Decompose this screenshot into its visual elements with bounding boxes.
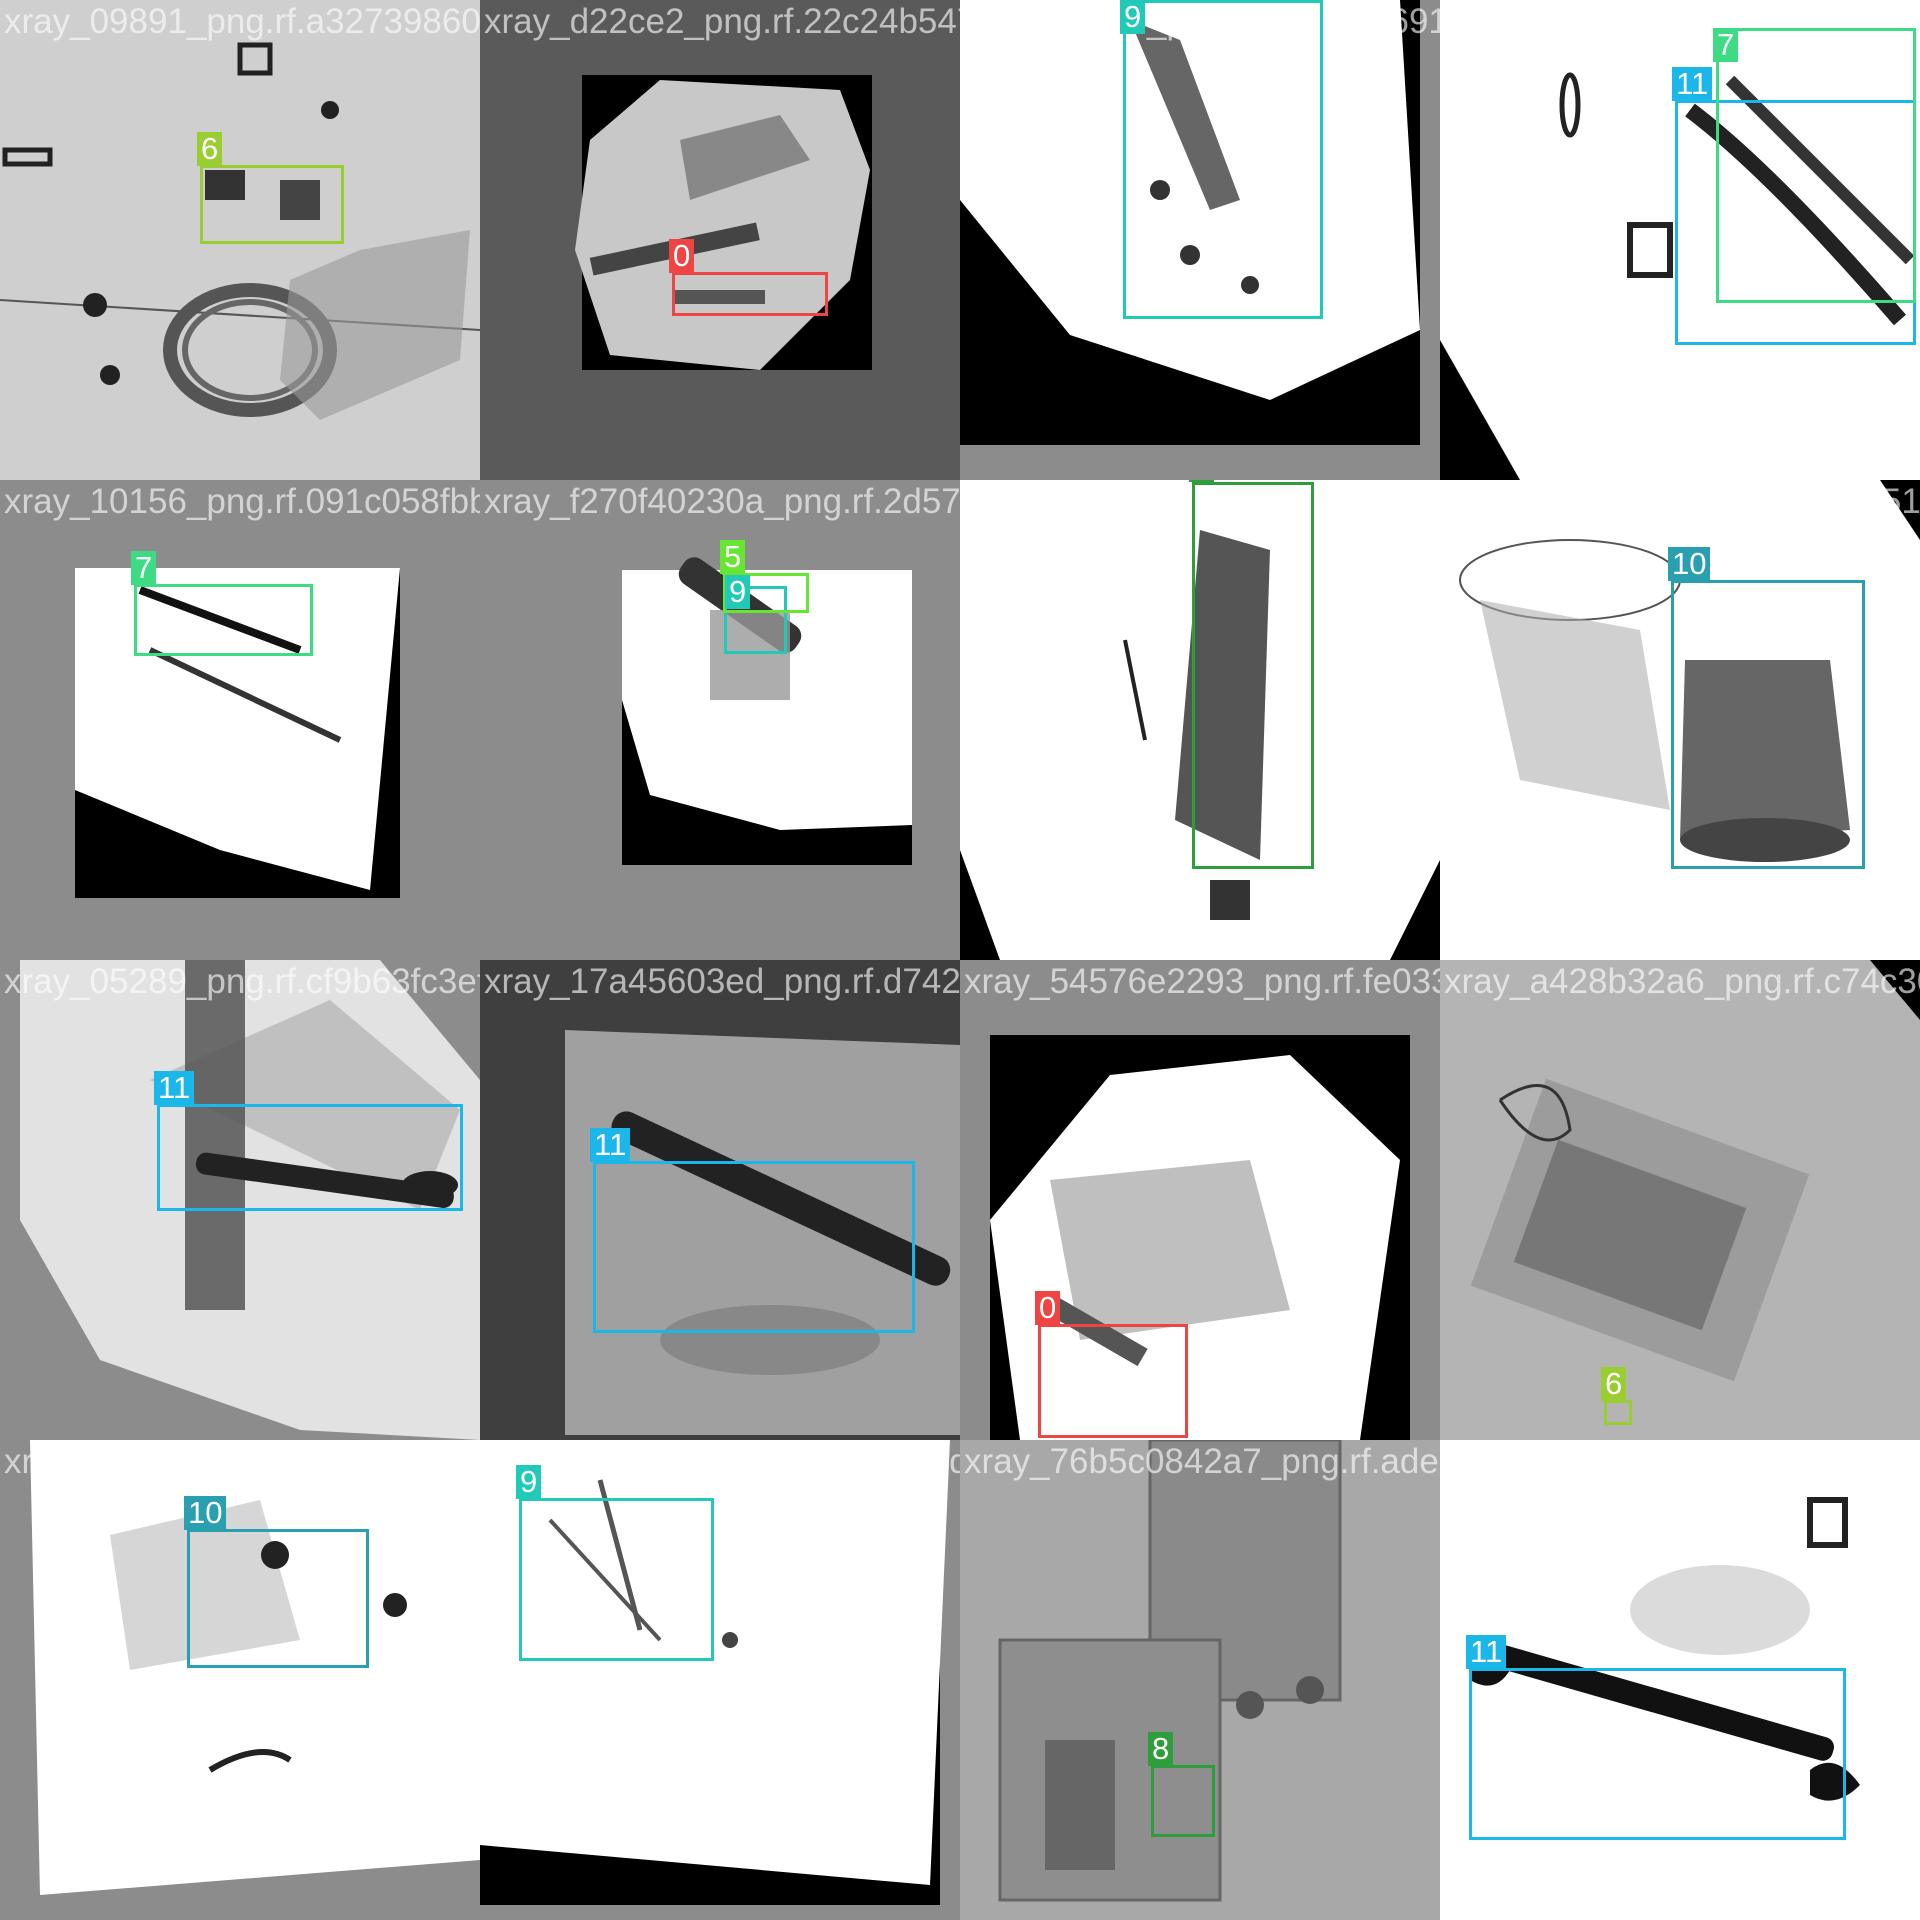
class-label: 7 — [1713, 28, 1739, 62]
xray-tile: xray_10156_png.rf.091c058fbb7fe70f40230a… — [0, 480, 480, 960]
class-label: 9 — [516, 1465, 542, 1499]
xray-image — [960, 960, 1440, 1440]
xray-tile: xray_15145_png.rf.6d124d62c8827b96 10 — [0, 1440, 480, 1920]
xray-image — [0, 0, 480, 480]
bounding-box — [672, 272, 828, 316]
bounding-box — [1038, 1324, 1188, 1438]
bounding-box — [724, 586, 787, 654]
bounding-box — [1604, 1400, 1632, 1425]
class-label: 10 — [184, 1496, 227, 1530]
class-label: 6 — [197, 132, 223, 166]
image-filename: xray_f270f40230a_png.rf.2d57b19f40511628… — [484, 482, 960, 521]
xray-tile: xray_17a45603ed_png.rf.d7423bf5488054576… — [480, 960, 960, 1440]
bounding-box — [157, 1104, 463, 1211]
bounding-box — [593, 1161, 915, 1333]
xray-tile: xray_f270f40230a_png.rf.2d57b19f40511628… — [480, 480, 960, 960]
xray-tile: xray_1287d8f48_png.rf.7b9cfbb 11 7 — [1440, 0, 1920, 480]
class-label: 6 — [1601, 1367, 1627, 1401]
xray-tile: xray_05289_png.rf.cf9b63fc3efa17a4560 3e… — [0, 960, 480, 1440]
xray-image — [960, 1440, 1440, 1920]
bounding-box — [134, 584, 313, 656]
xray-tile: xray_a428b32a6_png.rf.c74c3041 6 — [1440, 960, 1920, 1440]
class-label: 8 — [1148, 1732, 1174, 1766]
xray-tile: xray_2c8827b96_png.rf.e272fd2071276b5c08… — [480, 1440, 960, 1920]
bounding-box — [519, 1498, 714, 1661]
image-filename: xray_10156_png.rf.091c058fbb7fe70f40230a — [4, 482, 480, 521]
image-filename: xray_17259_png.rf.f86cffe5691e1487d8f48 — [964, 2, 1440, 41]
class-label: 9 — [725, 575, 751, 609]
bounding-box — [1151, 1765, 1215, 1837]
xray-image — [960, 480, 1440, 960]
xray-tile: xray_09891_png.rf.a3273986061d20042b2fb0… — [0, 0, 480, 480]
xray-image — [0, 480, 480, 960]
bounding-box — [187, 1529, 369, 1668]
class-label: 7 — [131, 551, 157, 585]
image-filename: xray_54576e2293_png.rf.fe0332ec57a428b32… — [964, 962, 1440, 1001]
bounding-box — [200, 165, 344, 244]
image-filename: xray_09891_png.rf.a3273986061d20042b2fb0 — [4, 2, 480, 41]
class-label: 5 — [720, 540, 746, 574]
xray-tile: xray_16281c7_png.rf.2e5ce1fbabad591b8b16… — [960, 480, 1440, 960]
image-filename: xray_1287d8f48_png.rf.7b9cfbb — [1444, 2, 1920, 41]
xray-tile: xray_17259_png.rf.f86cffe5691e1487d8f48 … — [960, 0, 1440, 480]
bounding-box — [1192, 482, 1314, 869]
xray-image — [480, 480, 960, 960]
xray-tile: xray_20f7b1bdd_png.rf.29a37d1 11 — [1440, 1440, 1920, 1920]
class-label: 11 — [1672, 67, 1713, 101]
xray-image — [480, 1440, 960, 1920]
class-label: 11 — [154, 1071, 195, 1105]
image-filename: xray_16281c7_png.rf.2e5ce1fbabad591b8b16… — [964, 482, 1440, 521]
xray-image — [1440, 0, 1920, 480]
xray-image — [1440, 1440, 1920, 1920]
class-label: 9 — [1120, 0, 1146, 34]
xray-tile: xray_76b5c0842a7_png.rf.ade8b48722020f7b… — [960, 1440, 1440, 1920]
xray-image — [1440, 960, 1920, 1440]
xray-image — [960, 0, 1440, 480]
class-label: 0 — [1035, 1291, 1061, 1325]
xray-tile: xray_54576e2293_png.rf.fe0332ec57a428b32… — [960, 960, 1440, 1440]
image-filename: xray_76b5c0842a7_png.rf.ade8b48722020f7b… — [964, 1442, 1440, 1481]
bounding-box — [1123, 0, 1323, 319]
xray-image — [0, 960, 480, 1440]
image-filename: xray_ad591b8b162_png.rf.85167eb — [1444, 482, 1920, 521]
class-label: 10 — [1668, 547, 1711, 581]
image-filename: xray_d22ce2_png.rf.22c24b547ab175591e771 — [484, 2, 960, 41]
bounding-box — [723, 573, 809, 613]
xray-tile: xray_ad591b8b162_png.rf.85167eb 10 — [1440, 480, 1920, 960]
image-filename: xray_05289_png.rf.cf9b63fc3efa17a4560 3e… — [4, 962, 480, 1001]
image-filename: xray_15145_png.rf.6d124d62c8827b96 — [4, 1442, 480, 1481]
xray-image — [480, 960, 960, 1440]
bounding-box — [1671, 580, 1865, 869]
image-filename: xray_2c8827b96_png.rf.e272fd2071276b5c08… — [484, 1442, 960, 1481]
bounding-box — [1716, 28, 1916, 303]
xray-image — [0, 1440, 480, 1920]
class-label: 8 — [1189, 480, 1215, 482]
class-label: 0 — [669, 239, 695, 273]
xray-image — [480, 0, 960, 480]
image-filename: xray_a428b32a6_png.rf.c74c3041 — [1444, 962, 1920, 1001]
image-filename: xray_17a45603ed_png.rf.d7423bf5488054576… — [484, 962, 960, 1001]
bounding-box — [1469, 1668, 1846, 1840]
class-label: 11 — [1466, 1635, 1507, 1669]
xray-tile: xray_d22ce2_png.rf.22c24b547ab175591e771… — [480, 0, 960, 480]
image-filename: xray_20f7b1bdd_png.rf.29a37d1 — [1444, 1442, 1920, 1481]
class-label: 11 — [590, 1128, 631, 1162]
